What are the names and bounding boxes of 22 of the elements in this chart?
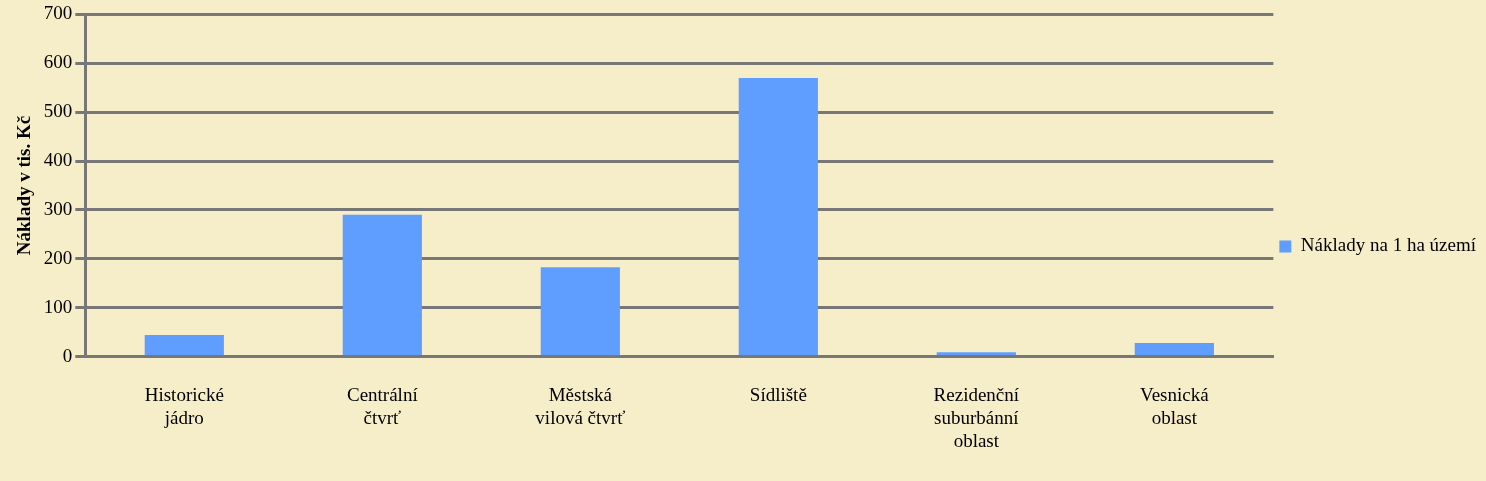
legend-label: Náklady na 1 ha území [1300,234,1477,256]
y-axis-title: Náklady v tis. Kč [13,115,35,256]
y-tick-label: 300 [43,197,73,219]
bar [540,267,620,356]
x-tick-label: Rezidenční suburbánní oblast [933,383,1020,451]
bar [936,352,1016,356]
y-tick-label: 0 [62,344,73,366]
y-tick-label: 400 [43,149,73,171]
x-tick-label: Vesnická oblast [1140,383,1210,428]
bar [1134,342,1214,356]
y-tick-label: 100 [43,295,73,317]
bar [144,335,224,356]
x-tick-label: Historické jádro [144,383,224,428]
y-tick-label: 700 [43,2,73,24]
y-tick-label: 200 [43,246,73,268]
y-tick-label: 500 [43,100,73,122]
x-tick-label: Sídliště [749,383,807,405]
x-tick-label: Městská vilová čtvrť [535,383,626,428]
y-tick-label: 600 [43,51,73,73]
x-tick-label: Centrální čtvrť [346,383,419,428]
bar [738,77,818,356]
bar [342,214,422,356]
